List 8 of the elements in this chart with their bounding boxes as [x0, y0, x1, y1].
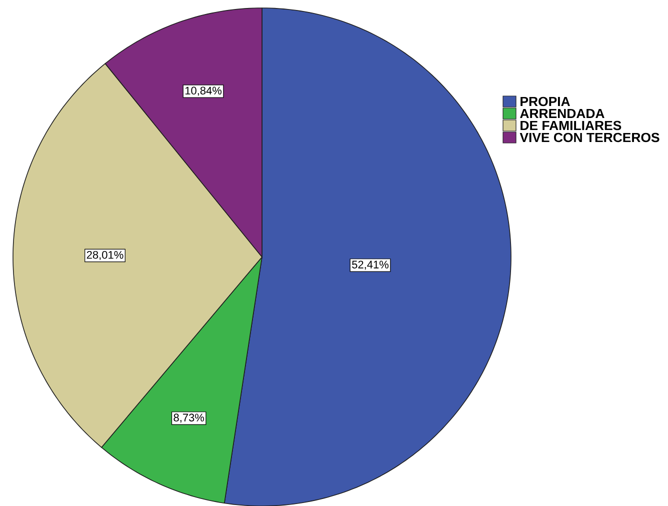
- data-label: 10,84%: [185, 86, 222, 96]
- legend-label: PROPIA: [520, 96, 570, 106]
- legend-label: ARRENDADA: [520, 108, 604, 118]
- data-label: 28,01%: [86, 250, 124, 260]
- legend-label: VIVE CON TERCEROS: [520, 132, 660, 142]
- data-label: 8,73%: [174, 414, 204, 423]
- data-label: 52,41%: [352, 260, 388, 270]
- legend-label: DE FAMILIARES: [520, 120, 622, 130]
